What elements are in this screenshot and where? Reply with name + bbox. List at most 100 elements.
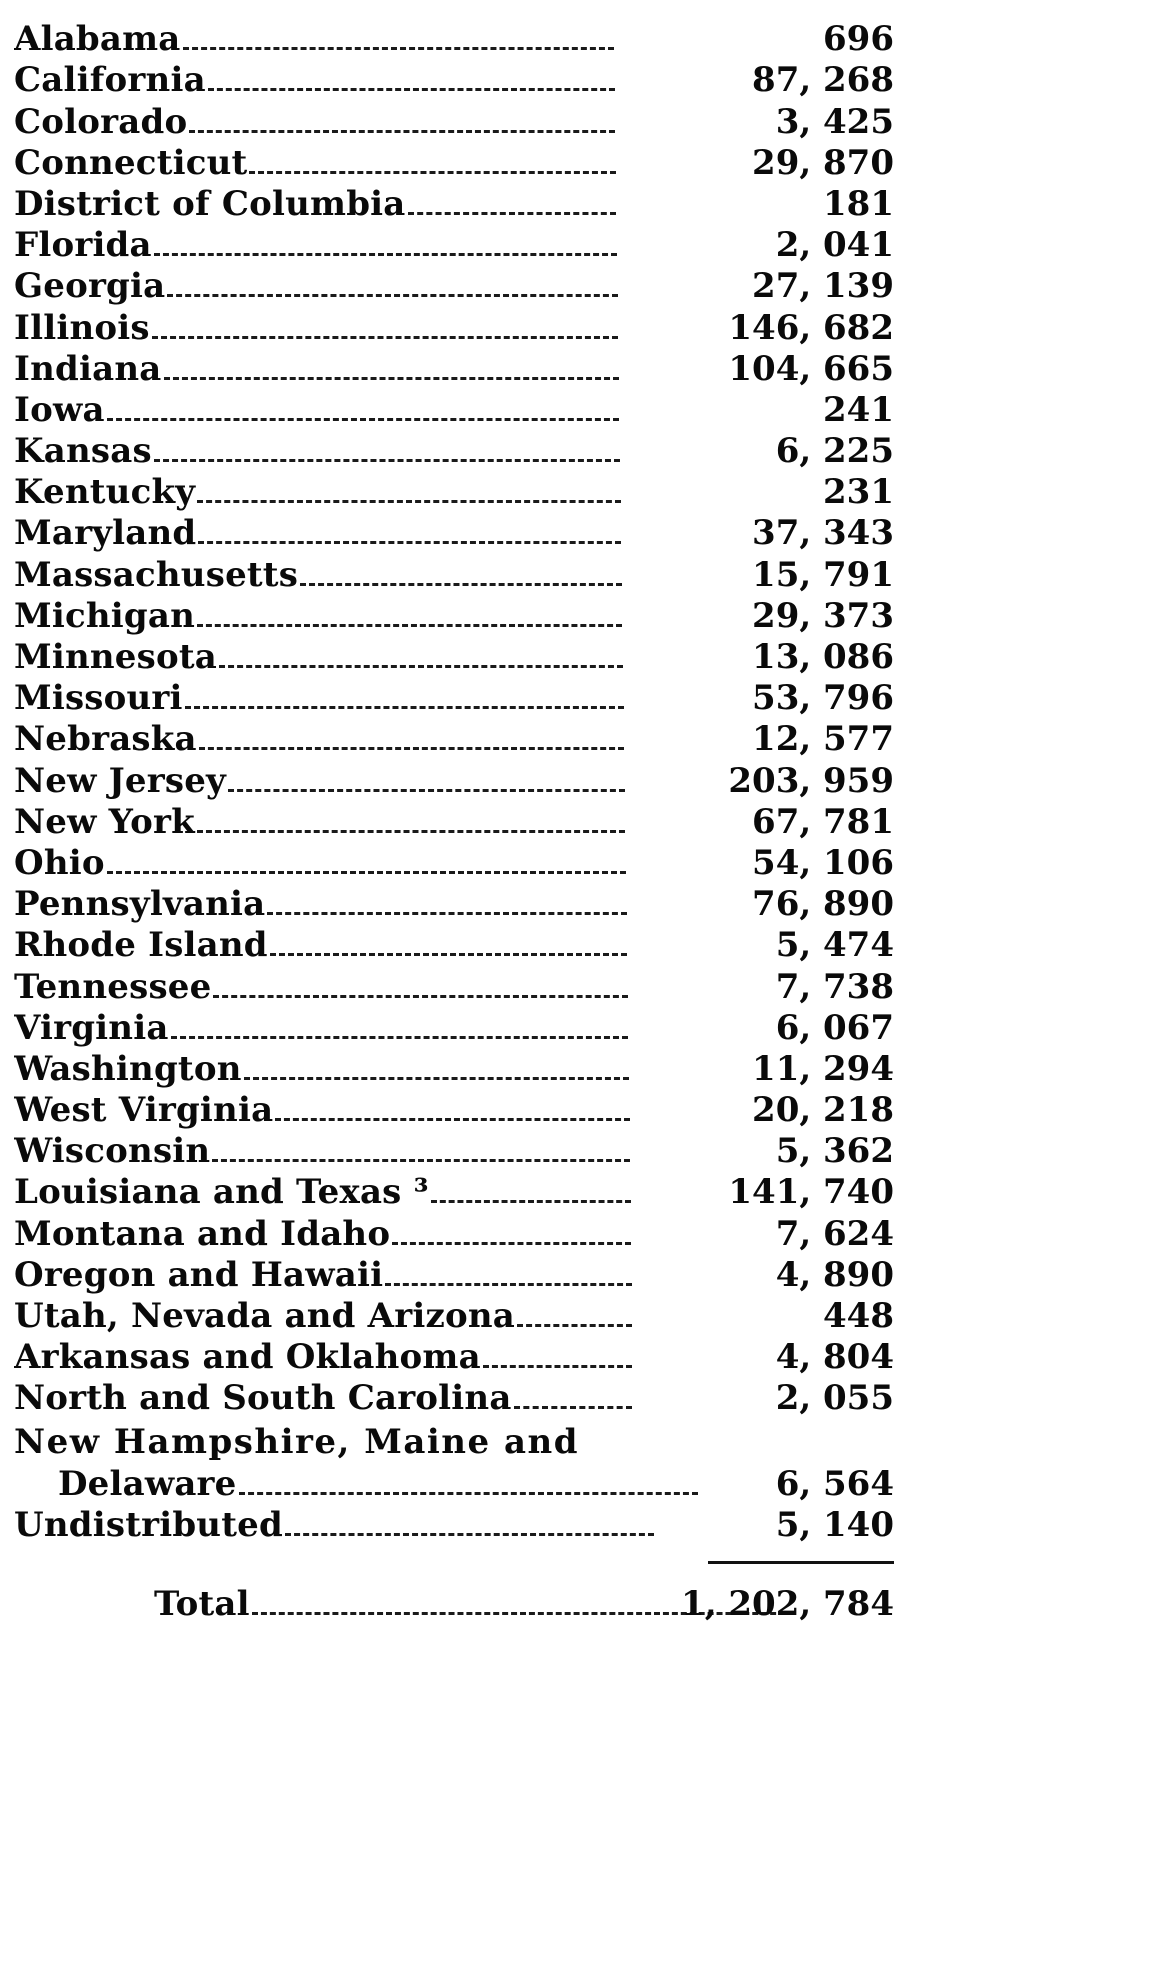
row-label-text: Florida <box>14 225 152 266</box>
table-row: Indiana 104, 665 <box>14 348 894 389</box>
row-label-text: Illinois <box>14 307 150 348</box>
row-label-text: District of Columbia <box>14 183 406 224</box>
row-label-text: Kentucky <box>14 472 196 513</box>
table-row: Kansas 6, 225 <box>14 430 894 471</box>
row-value: 11, 294 <box>752 1048 894 1089</box>
dot-leader <box>385 1282 632 1286</box>
dot-leader <box>153 253 617 257</box>
row-label: West Virginia <box>14 1090 630 1130</box>
row-label-text: Tennessee <box>14 966 212 1007</box>
row-label-text: Indiana <box>14 348 162 389</box>
row-label: New Jersey <box>14 761 625 801</box>
row-value: 141, 740 <box>728 1172 894 1213</box>
row-label-text: Georgia <box>14 266 166 307</box>
row-label-text: West Virginia <box>14 1090 274 1131</box>
table-row: Michigan 29, 373 <box>14 595 894 636</box>
row-value: 20, 218 <box>752 1090 894 1131</box>
row-label-text: Washington <box>14 1048 242 1089</box>
table-row-total: Total 1, 202, 784 <box>14 1560 894 1624</box>
row-label: Delaware <box>14 1464 698 1504</box>
row-label: Florida <box>14 225 617 265</box>
dot-leader <box>197 500 621 504</box>
dot-leader <box>251 1611 794 1615</box>
row-value: 15, 791 <box>752 554 894 595</box>
dot-leader <box>213 994 628 998</box>
dot-leader <box>513 1406 632 1410</box>
dot-leader <box>153 459 620 463</box>
row-label: Illinois <box>14 307 619 348</box>
table-row: Illinois 146, 682 <box>14 306 894 348</box>
row-label-text: Massachusetts <box>14 554 299 595</box>
dot-leader <box>182 47 614 51</box>
table-row: Kentucky 231 <box>14 471 894 512</box>
table-row: District of Columbia 181 <box>14 183 894 224</box>
table-row: Washington 11, 294 <box>14 1048 894 1089</box>
table-row: Iowa 241 <box>14 389 894 430</box>
table-row: New Jersey 203, 959 <box>14 759 894 801</box>
row-value: 67, 781 <box>752 801 894 842</box>
dot-leader <box>238 1491 698 1495</box>
row-label: Wisconsin <box>14 1131 631 1172</box>
row-value: 4, 890 <box>775 1254 894 1295</box>
row-label-text: California <box>14 60 206 101</box>
row-label: Rhode Island <box>14 925 628 966</box>
dot-leader <box>269 953 628 957</box>
row-label-text: New York <box>14 801 195 842</box>
row-label: Utah, Nevada and Arizona <box>14 1296 632 1336</box>
row-label-text: Delaware <box>58 1463 237 1504</box>
row-label-text: Colorado <box>14 101 188 142</box>
dot-leader <box>151 335 619 339</box>
table-row: Florida 2, 041 <box>14 224 894 265</box>
row-label: Minnesota <box>14 637 623 677</box>
row-label: Missouri <box>14 678 624 718</box>
dot-leader <box>267 912 627 916</box>
total-rule-line <box>708 1560 894 1564</box>
state-totals-table: Alabama 696 California 87, 268 Colorado 3, 42… <box>14 18 894 1624</box>
row-label-text: Utah, Nevada and Arizona <box>14 1296 516 1336</box>
table-row: Oregon and Hawaii 4, 890 <box>14 1254 894 1295</box>
row-label-text: Nebraska <box>14 719 197 760</box>
dot-leader <box>212 1159 631 1163</box>
table-row: Maryland 37, 343 <box>14 512 894 553</box>
table-row: Tennessee 7, 738 <box>14 965 894 1007</box>
dot-leader <box>184 706 624 710</box>
table-row: Ohio 54, 106 <box>14 842 894 883</box>
dot-leader <box>170 1035 629 1039</box>
dot-leader <box>284 1532 654 1536</box>
table-row: Alabama 696 <box>14 18 894 59</box>
row-value: 104, 665 <box>728 348 894 389</box>
table-row: Colorado 3, 425 <box>14 100 894 142</box>
dot-leader <box>300 582 622 586</box>
row-label: Undistributed <box>14 1505 654 1545</box>
row-label-text: Missouri <box>14 678 183 719</box>
table-row: Louisiana and Texas ³ 141, 740 <box>14 1171 894 1212</box>
row-label: New York <box>14 801 626 842</box>
row-label-text: Rhode Island <box>14 925 268 966</box>
row-label: Total <box>14 1584 794 1624</box>
table-row: New York 67, 781 <box>14 801 894 842</box>
row-label-text: Arkansas and Oklahoma <box>14 1337 481 1378</box>
row-value: 231 <box>823 472 894 513</box>
row-label-text: Wisconsin <box>14 1131 211 1172</box>
table-row: Georgia 27, 139 <box>14 265 894 306</box>
row-value: 87, 268 <box>752 60 894 101</box>
table-row: Minnesota 13, 086 <box>14 636 894 677</box>
row-label: Iowa <box>14 389 620 430</box>
row-label: Montana and Idaho <box>14 1214 632 1254</box>
dot-leader <box>275 1118 630 1122</box>
row-label: District of Columbia <box>14 183 617 224</box>
row-value: 12, 577 <box>752 719 894 760</box>
row-label: Louisiana and Texas ³ <box>14 1172 631 1212</box>
row-value: 696 <box>823 19 894 60</box>
dot-leader <box>482 1365 632 1369</box>
table-row-wrapped-line1: New Hampshire, Maine and <box>14 1418 894 1462</box>
row-label: Ohio <box>14 843 626 883</box>
row-value: 37, 343 <box>752 513 894 554</box>
table-row: California 87, 268 <box>14 59 894 100</box>
row-label-text: Virginia <box>14 1007 169 1048</box>
row-label-text: North and South Carolina <box>14 1378 512 1419</box>
row-label-text: Iowa <box>14 389 105 430</box>
table-row: Wisconsin 5, 362 <box>14 1130 894 1171</box>
row-label: Washington <box>14 1049 629 1089</box>
row-value: 5, 140 <box>775 1504 894 1545</box>
